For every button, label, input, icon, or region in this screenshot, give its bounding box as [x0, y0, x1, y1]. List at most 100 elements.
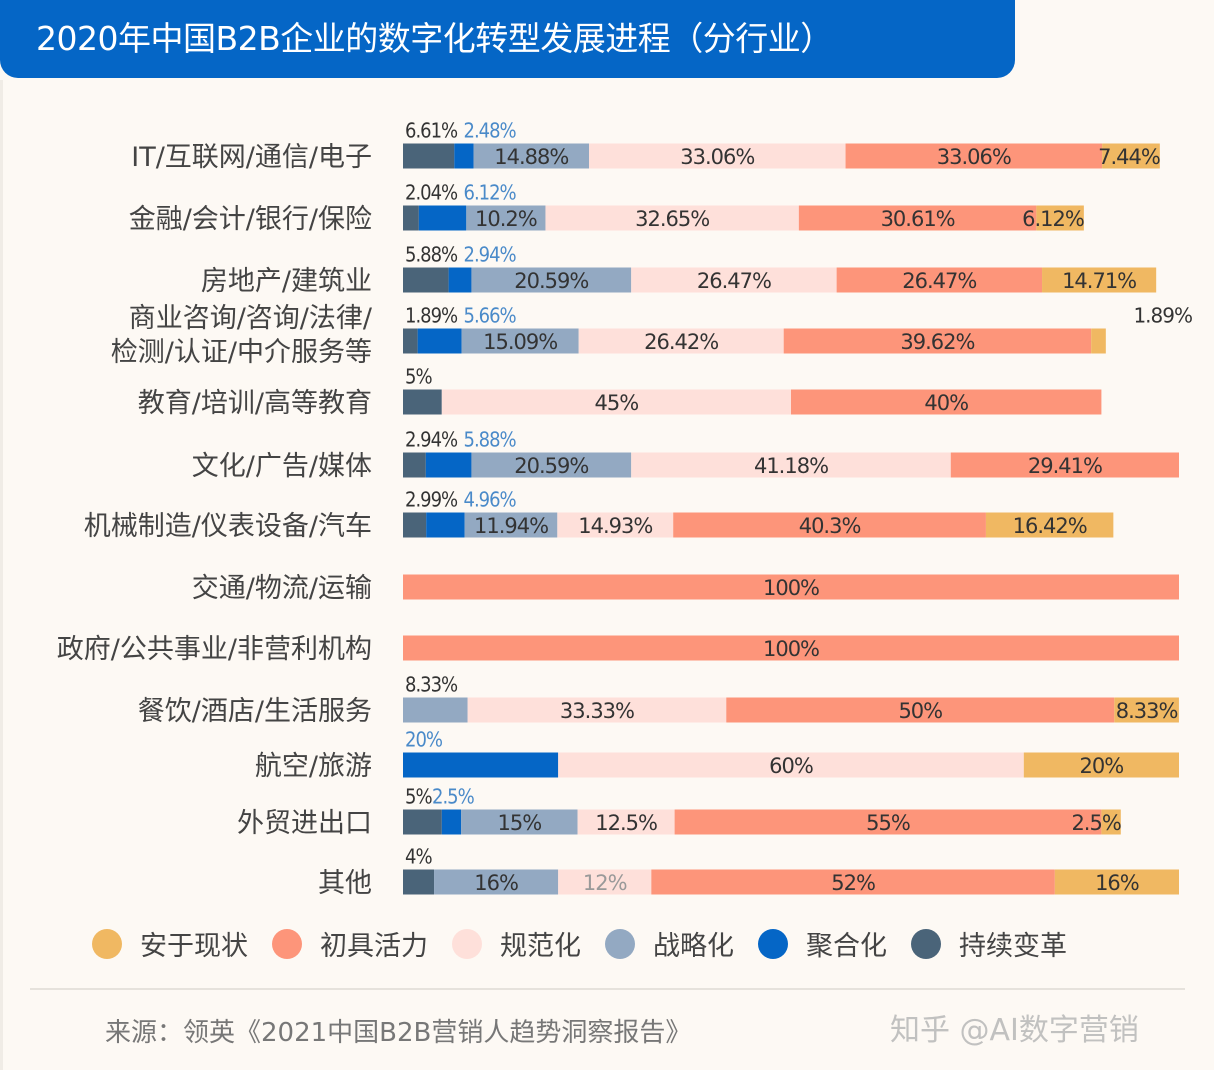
bar-segment [631, 452, 951, 478]
data-label: 52% [831, 871, 875, 895]
bar-segment [589, 143, 846, 169]
data-label: 39.62% [900, 330, 974, 354]
bar-segment [1036, 205, 1084, 231]
data-label: 15% [498, 811, 542, 835]
data-label: 2.99% [405, 488, 458, 512]
legend-swatch-icon [452, 928, 482, 959]
category-label: 检测/认证/中介服务等 [111, 337, 372, 368]
bar-segment [473, 143, 590, 169]
bar-segment [845, 143, 1103, 169]
bar-segment [464, 512, 558, 538]
data-label: 5.88% [405, 243, 458, 267]
category-label: 交通/物流/运输 [192, 573, 372, 604]
category-label: 文化/广告/媒体 [192, 451, 372, 482]
legend-item: 持续变革 [911, 924, 1067, 963]
data-label: 2.5% [1071, 811, 1120, 835]
data-label: 30.61% [881, 207, 955, 231]
category-label: 教育/培训/高等教育 [138, 388, 372, 419]
data-label: 5.66% [464, 304, 517, 328]
category-label: IT/互联网/通信/电子 [131, 142, 372, 173]
bar-segment [403, 205, 419, 231]
data-label: 29.41% [1028, 454, 1102, 478]
data-label: 20.59% [514, 269, 588, 293]
category-label: 房地产/建筑业 [201, 266, 372, 297]
category-label: 商业咨询/咨询/法律/ [129, 303, 373, 334]
bar-segment [950, 452, 1179, 478]
bar-segment [791, 389, 1102, 415]
data-label: 26.47% [697, 269, 771, 293]
data-label: 14.88% [494, 145, 568, 169]
legend-swatch-icon [605, 928, 635, 959]
data-label: 32.65% [635, 207, 709, 231]
legend-label: 规范化 [500, 931, 581, 962]
data-label: 2.48% [464, 119, 517, 143]
data-label: 41.18% [754, 454, 828, 478]
bar-segment [578, 328, 784, 354]
data-label: 16% [1095, 871, 1139, 895]
data-label: 33.06% [680, 145, 754, 169]
bar-segment [461, 809, 578, 835]
bar-segment [434, 869, 559, 895]
data-label: 11.94% [474, 514, 548, 538]
data-label: 14.93% [578, 514, 652, 538]
bar-segment [403, 512, 427, 538]
data-label: 2.94% [405, 428, 458, 452]
legend-item: 初具活力 [272, 924, 428, 963]
data-label: 16% [474, 871, 518, 895]
data-label: 5% [405, 365, 432, 389]
legend-label: 持续变革 [959, 931, 1067, 962]
data-label: 16.42% [1013, 514, 1087, 538]
data-label: 8.33% [405, 673, 458, 697]
bar-segment [726, 697, 1115, 723]
bar-segment [403, 869, 435, 895]
bar-segment [1102, 143, 1160, 169]
legend-item: 规范化 [452, 924, 581, 963]
bar-segment [673, 512, 986, 538]
bar-segment [1114, 697, 1179, 723]
data-label: 20% [1080, 754, 1124, 778]
data-label: 12.5% [595, 811, 657, 835]
data-label: 45% [595, 391, 639, 415]
bar-segment [441, 389, 791, 415]
data-label: 20% [405, 728, 443, 752]
legend-label: 战略化 [653, 931, 734, 962]
bar-segment [403, 452, 426, 478]
data-label: 33.33% [560, 699, 634, 723]
bar-segment [454, 143, 474, 169]
bar-segment [545, 205, 799, 231]
divider [30, 988, 1185, 990]
bar-segment [631, 267, 837, 293]
bar-segment [558, 752, 1024, 778]
data-label: 8.33% [1116, 699, 1178, 723]
data-label: 33.06% [937, 145, 1011, 169]
data-label: 50% [898, 699, 942, 723]
bar-segment [403, 752, 559, 778]
category-label: 机械制造/仪表设备/汽车 [84, 511, 372, 542]
legend-item: 战略化 [605, 924, 734, 963]
bar-segment [577, 809, 675, 835]
bar-segment [1091, 328, 1106, 354]
data-label: 100% [763, 637, 819, 661]
bar-segment [425, 452, 472, 478]
title-banner: 2020年中国B2B企业的数字化转型发展进程（分行业） [0, 0, 1015, 78]
bar-segment [403, 697, 468, 723]
data-label: 2.04% [405, 181, 458, 205]
category-label: 航空/旅游 [255, 751, 372, 782]
legend-swatch-icon [92, 928, 122, 959]
data-label: 14.71% [1062, 269, 1136, 293]
data-label: 6.61% [405, 119, 458, 143]
bar-segment [1054, 869, 1179, 895]
bar-segment [985, 512, 1114, 538]
bar-segment [798, 205, 1037, 231]
data-label: 10.2% [475, 207, 537, 231]
category-label: 政府/公共事业/非营利机构 [57, 634, 372, 665]
data-label: 2.5% [432, 785, 475, 809]
data-label: 4.96% [464, 488, 517, 512]
bar-segment [418, 205, 467, 231]
data-label: 20.59% [514, 454, 588, 478]
bar-segment [783, 328, 1092, 354]
bar-segment [403, 635, 1179, 661]
data-label: 2.94% [464, 243, 517, 267]
bar-segment [1042, 267, 1157, 293]
category-label: 其他 [318, 868, 372, 899]
